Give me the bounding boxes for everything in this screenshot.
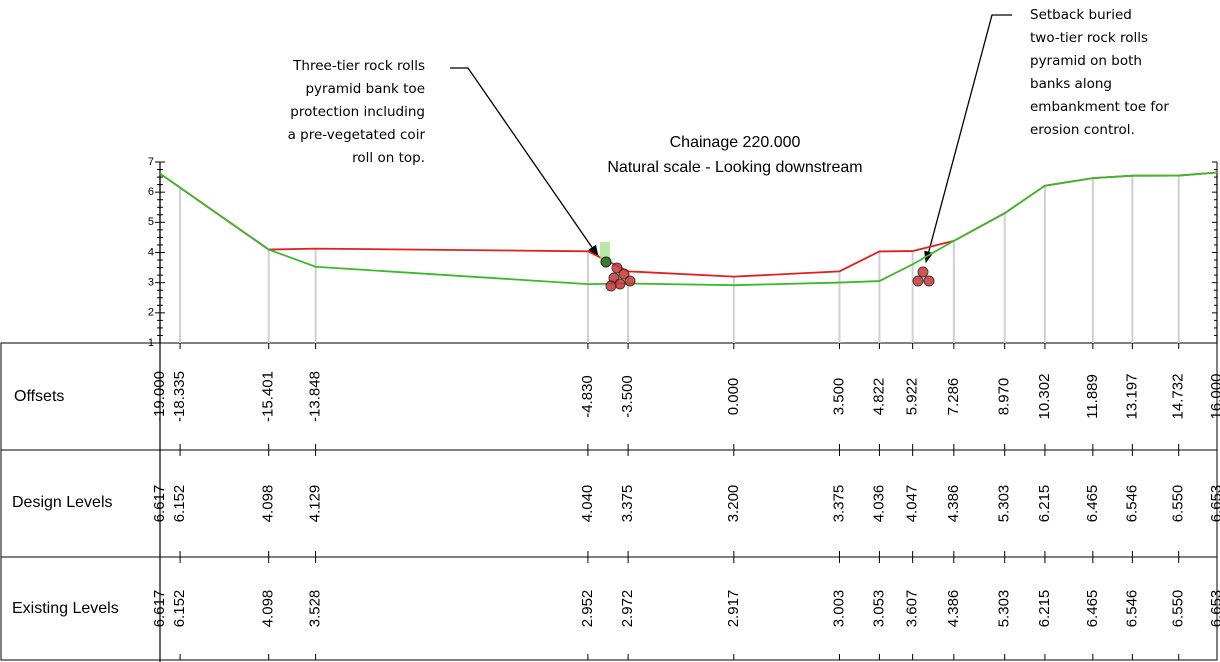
cell-value: 2.972 xyxy=(619,590,636,628)
y-tick-label: 3 xyxy=(148,277,154,289)
row-label: Offsets xyxy=(14,388,64,405)
cell-value: 6.550 xyxy=(1170,485,1187,523)
annotation: protection including xyxy=(290,104,425,120)
cell-value: 3.003 xyxy=(830,590,847,628)
cell-value: 4.040 xyxy=(579,485,596,523)
cell-value: 2.952 xyxy=(579,590,596,628)
cell-value: 3.500 xyxy=(830,378,847,416)
annotation: pyramid bank toe xyxy=(305,81,425,97)
y-tick-label: 2 xyxy=(148,307,154,319)
cell-value: 14.732 xyxy=(1170,374,1187,420)
cell-value: 6.152 xyxy=(171,485,188,523)
cell-value: 10.302 xyxy=(1036,374,1053,420)
cell-value: 6.653 xyxy=(1208,485,1220,523)
cell-value: -19.000 xyxy=(151,371,168,422)
annotation: two-tier rock rolls xyxy=(1030,30,1148,46)
cell-value: 4.098 xyxy=(260,590,277,628)
annotation: Setback buried xyxy=(1030,7,1132,23)
cell-value: 6.617 xyxy=(151,485,168,523)
y-tick-label: 4 xyxy=(148,246,154,258)
cell-value: 6.152 xyxy=(171,590,188,628)
cell-value: 6.546 xyxy=(1123,590,1140,628)
cell-value: 3.200 xyxy=(725,485,742,523)
annotation: banks along xyxy=(1030,76,1112,92)
plot: 1 2 3 4 5 6 7 -19.000 6.617 6.617 -18.335 6.152 6.15… xyxy=(148,7,1220,662)
cell-value: -4.830 xyxy=(579,375,596,418)
annotation: erosion control. xyxy=(1030,122,1135,138)
subtitle: Natural scale - Looking downstream xyxy=(607,159,862,176)
annotation: Three-tier rock rolls xyxy=(292,58,425,74)
cell-value: -15.401 xyxy=(260,371,277,422)
cell-value: 6.465 xyxy=(1084,485,1101,523)
annotation: pyramid on both xyxy=(1030,53,1142,69)
title: Chainage 220.000 xyxy=(670,134,801,151)
cell-value: 6.465 xyxy=(1084,590,1101,628)
cell-value: 3.607 xyxy=(904,590,921,628)
cell-value: 2.917 xyxy=(725,590,742,628)
rock-rolls xyxy=(600,242,935,292)
table-frame xyxy=(0,342,1218,661)
cell-value: 4.098 xyxy=(260,485,277,523)
annotation: embankment toe for xyxy=(1030,99,1169,115)
cell-value: 3.375 xyxy=(830,485,847,523)
cell-value: -13.848 xyxy=(307,371,324,422)
y-tick-label: 1 xyxy=(148,337,154,349)
cell-value: 8.970 xyxy=(996,378,1013,416)
y-tick-label: 6 xyxy=(148,186,154,198)
cell-value: 4.386 xyxy=(945,485,962,523)
cell-value: 7.286 xyxy=(945,378,962,416)
cell-value: 4.047 xyxy=(904,485,921,523)
cell-value: 4.129 xyxy=(307,485,324,523)
cell-value: -3.500 xyxy=(619,375,636,418)
cell-value: 4.386 xyxy=(945,590,962,628)
cell-value: 13.197 xyxy=(1123,374,1140,420)
cell-value: 6.550 xyxy=(1170,590,1187,628)
cell-value: 6.653 xyxy=(1208,590,1220,628)
cell-value: 5.303 xyxy=(996,590,1013,628)
cell-value: 6.215 xyxy=(1036,590,1053,628)
cell-value: 11.889 xyxy=(1084,374,1101,419)
cell-value: 5.922 xyxy=(904,378,921,416)
cell-value: 6.546 xyxy=(1123,485,1140,523)
cell-value: 4.822 xyxy=(870,378,887,416)
y-tick-label: 5 xyxy=(148,216,154,228)
cell-value: 4.036 xyxy=(870,485,887,523)
level-line xyxy=(159,171,1218,287)
leader-line xyxy=(450,67,599,257)
cell-value: 5.303 xyxy=(996,485,1013,523)
cell-value: 6.617 xyxy=(151,590,168,628)
row-label: Existing Levels xyxy=(12,600,119,617)
level-line xyxy=(159,171,1218,278)
y-tick-label: 7 xyxy=(148,156,154,168)
row-label: Design Levels xyxy=(12,494,113,511)
annotation: a pre-vegetated coir xyxy=(288,127,426,143)
cell-value: 3.528 xyxy=(307,590,324,628)
cell-value: 3.053 xyxy=(870,590,887,628)
annotation: roll on top. xyxy=(352,150,425,166)
leader-line xyxy=(924,14,1012,264)
cell-value: -18.335 xyxy=(171,371,188,422)
cell-value: 6.215 xyxy=(1036,485,1053,523)
cell-value: 16.000 xyxy=(1208,374,1220,420)
cell-value: 3.375 xyxy=(619,485,636,523)
cell-value: 0.000 xyxy=(725,378,742,416)
